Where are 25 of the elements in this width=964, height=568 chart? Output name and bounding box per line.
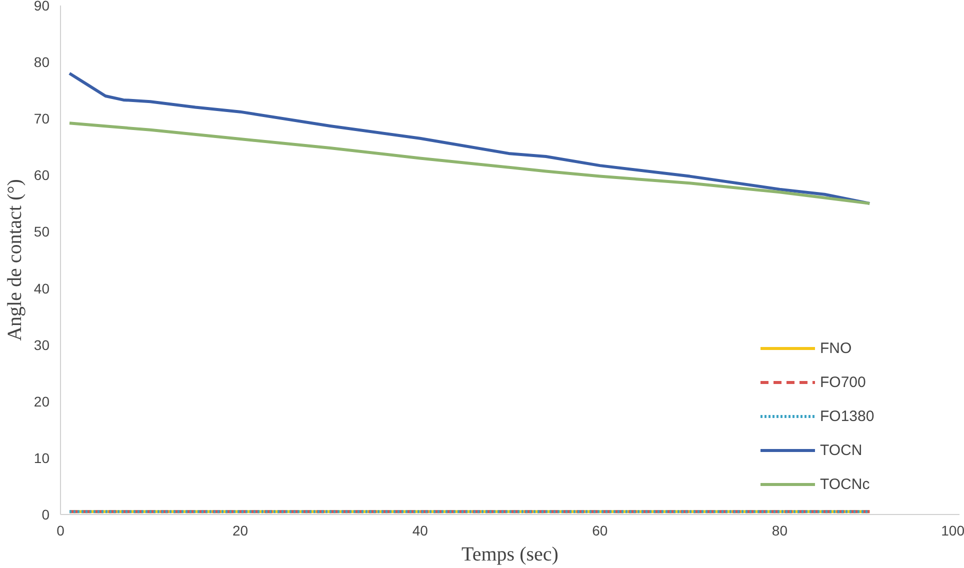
x-axis-title: Temps (sec) xyxy=(462,544,558,566)
y-tick-label: 30 xyxy=(34,336,50,353)
legend-label: TOCNc xyxy=(820,476,870,492)
y-tick-label: 40 xyxy=(34,280,50,296)
x-tick-label: 80 xyxy=(772,522,788,538)
y-tick-label: 50 xyxy=(34,224,50,240)
y-tick-label: 10 xyxy=(34,450,50,466)
legend-label: FNO xyxy=(820,340,852,356)
x-tick-label: 20 xyxy=(232,522,248,538)
legend-label: FO1380 xyxy=(820,408,874,424)
line-series xyxy=(68,122,872,205)
x-tick-label: 40 xyxy=(412,522,428,538)
x-tick-label: 100 xyxy=(941,522,964,538)
x-tick-label: 0 xyxy=(56,522,65,538)
y-tick-label: 20 xyxy=(34,393,50,410)
x-tick-label: 60 xyxy=(592,522,608,538)
legend-label: TOCN xyxy=(820,442,862,458)
y-tick-label: 60 xyxy=(34,167,50,184)
legend-label: FO700 xyxy=(820,374,866,390)
y-axis-title: Angle de contact (°) xyxy=(4,179,26,341)
y-tick-label: 80 xyxy=(34,54,50,70)
y-tick-label: 90 xyxy=(34,0,50,14)
line-series xyxy=(68,72,872,205)
y-tick-label: 0 xyxy=(42,506,50,522)
y-tick-label: 70 xyxy=(34,110,50,127)
